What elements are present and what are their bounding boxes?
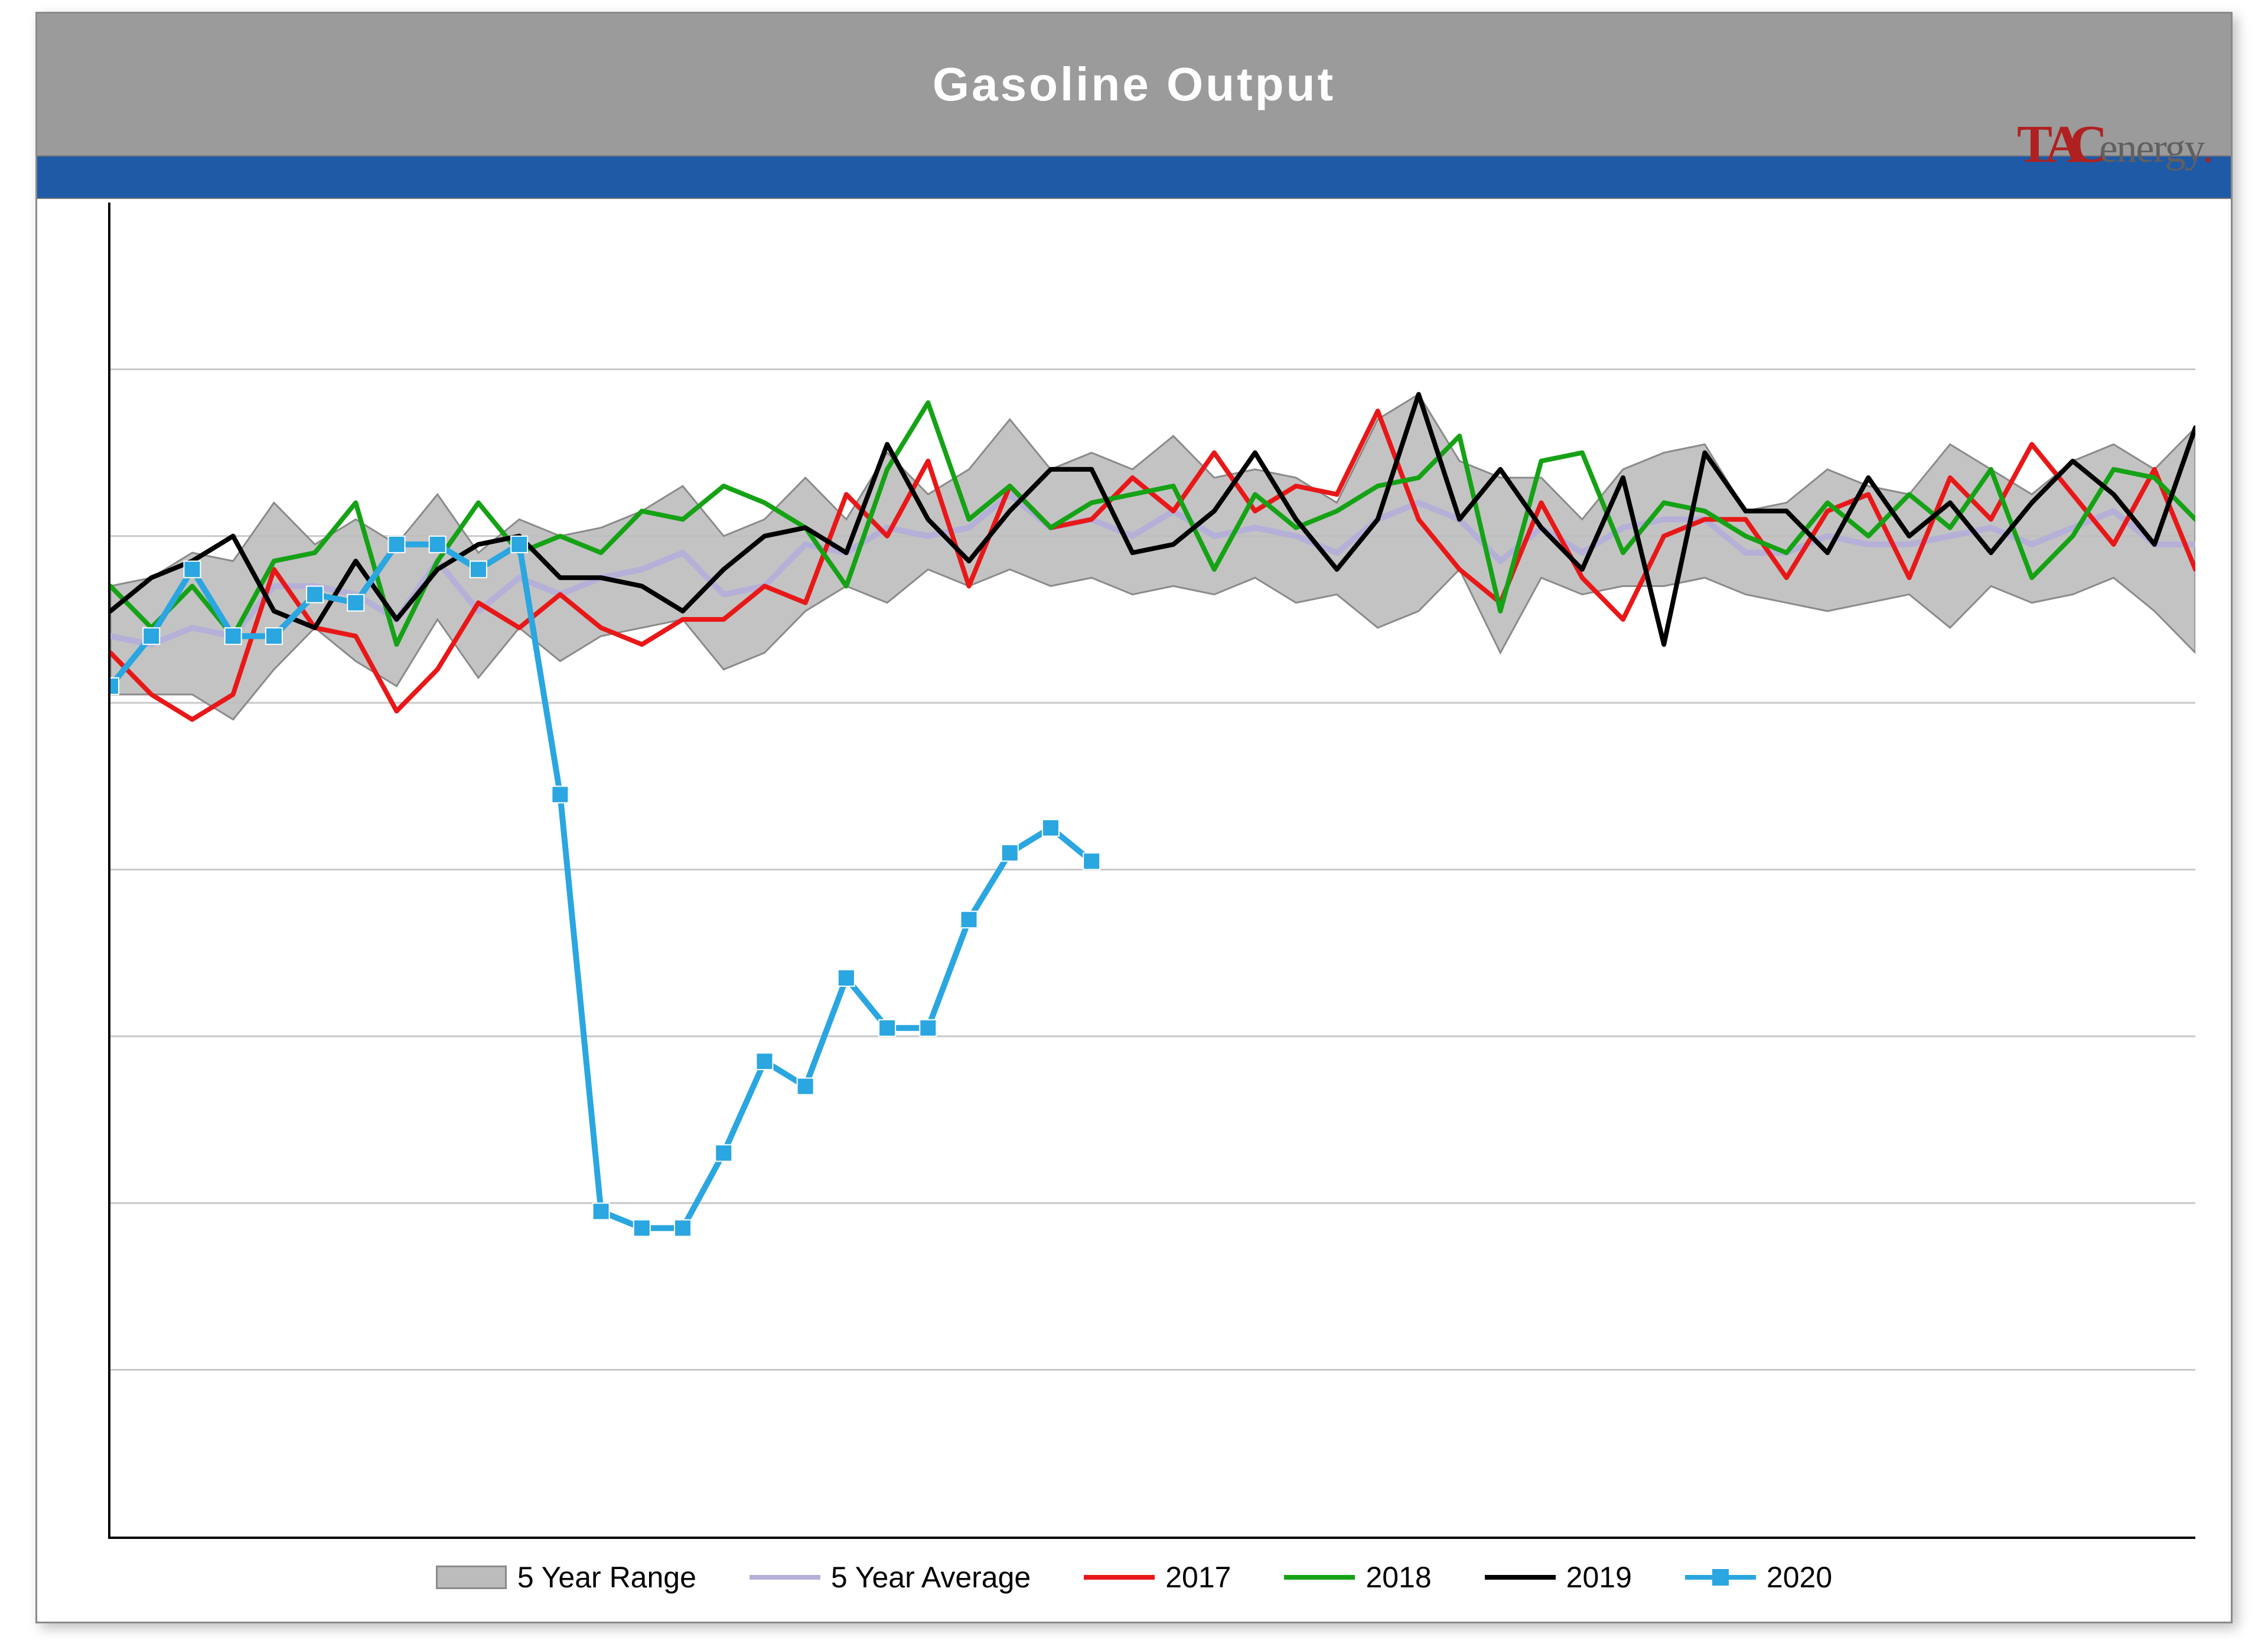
legend-swatch-range <box>436 1566 507 1589</box>
legend-item-2020: 2020 <box>1685 1560 1832 1594</box>
legend-item-2019: 2019 <box>1485 1560 1632 1594</box>
legend-item-avg: 5 Year Average <box>750 1560 1031 1594</box>
legend-swatch-2019 <box>1485 1575 1556 1580</box>
legend-label-2017: 2017 <box>1165 1560 1231 1594</box>
legend-label-2018: 2018 <box>1366 1560 1431 1594</box>
page: Gasoline Output TA C energy . 5 Year Ran… <box>0 0 2268 1647</box>
legend-item-2017: 2017 <box>1084 1560 1231 1594</box>
legend-item-2018: 2018 <box>1284 1560 1431 1594</box>
accent-strip <box>37 155 2231 199</box>
logo-suffix: energy <box>2099 125 2204 172</box>
legend-item-range: 5 Year Range <box>436 1560 696 1594</box>
chart-title: Gasoline Output <box>933 57 1335 112</box>
legend-label-2020: 2020 <box>1767 1560 1832 1594</box>
legend: 5 Year Range 5 Year Average 2017 2018 20… <box>37 1551 2231 1604</box>
legend-label-range: 5 Year Range <box>517 1560 696 1594</box>
legend-label-2019: 2019 <box>1566 1560 1632 1594</box>
brand-logo: TA C energy . <box>2017 114 2213 185</box>
logo-dot: . <box>2203 125 2214 172</box>
title-bar: Gasoline Output <box>37 14 2231 155</box>
plot-svg <box>110 203 2195 1537</box>
legend-swatch-avg <box>750 1575 820 1580</box>
legend-swatch-2017 <box>1084 1575 1155 1580</box>
legend-swatch-2020 <box>1685 1575 1756 1580</box>
legend-label-avg: 5 Year Average <box>831 1560 1031 1594</box>
chart-card: Gasoline Output TA C energy . 5 Year Ran… <box>35 12 2233 1623</box>
legend-swatch-2018 <box>1284 1575 1355 1580</box>
plot-area <box>108 203 2195 1539</box>
